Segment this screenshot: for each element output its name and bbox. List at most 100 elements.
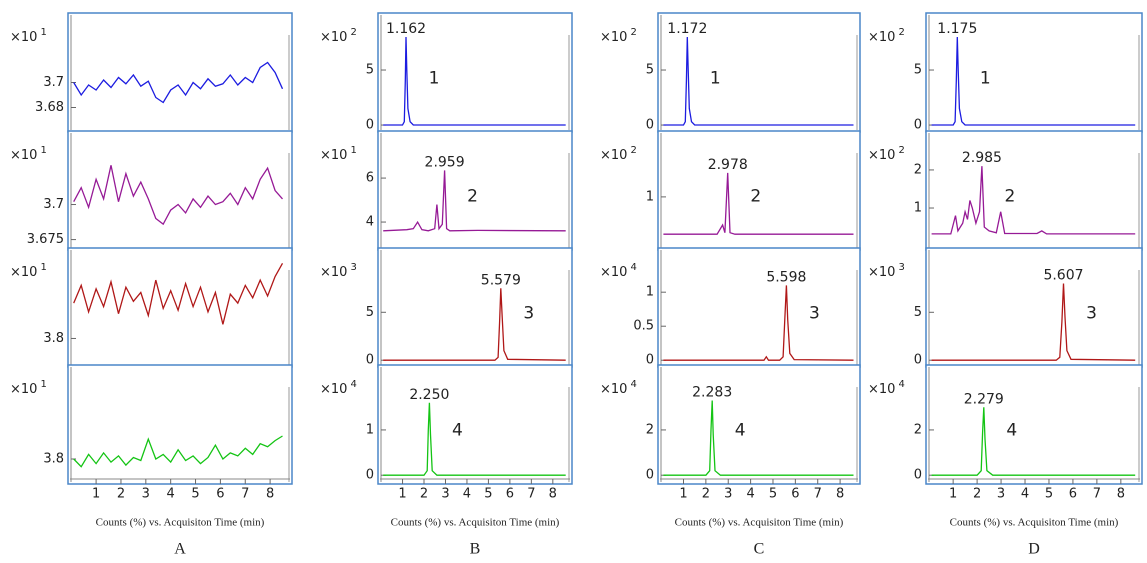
scale-label: ×10 2: [868, 145, 905, 163]
scale-label: ×10 4: [868, 379, 905, 397]
panel-frame: [67, 247, 293, 368]
scale-label: ×10 4: [600, 262, 637, 280]
x-axis-title: Counts (%) vs. Acquisiton Time (min): [675, 517, 844, 529]
scale-exponent: 4: [350, 379, 356, 390]
scale-base: ×10: [320, 382, 347, 397]
scale-label: ×10 1: [10, 262, 47, 280]
y-tick-label: 1: [914, 201, 922, 216]
panel-frame: [377, 12, 573, 133]
peak-time-label: 2.985: [962, 150, 1002, 166]
scale-base: ×10: [868, 265, 895, 280]
x-tick-label: 6: [506, 487, 514, 502]
panel-frame: [657, 12, 861, 133]
x-tick-label: 5: [484, 487, 492, 502]
y-tick-label: 3.7: [43, 197, 64, 212]
x-tick-label: 8: [836, 487, 844, 502]
scale-exponent: 2: [898, 145, 904, 156]
peak-time-label: 1.172: [667, 21, 707, 37]
x-tick-label: 8: [549, 487, 557, 502]
y-tick-label: 5: [646, 63, 654, 78]
scale-base: ×10: [10, 265, 37, 280]
peak-time-label: 2.279: [964, 391, 1004, 407]
x-tick-label: 4: [463, 487, 471, 502]
trace: [663, 285, 854, 361]
panel-frame: [67, 130, 293, 251]
peak-time-label: 1.175: [937, 21, 977, 37]
x-tick-label: 8: [266, 487, 274, 502]
peak-time-label: 2.978: [708, 157, 748, 173]
x-tick-label: 7: [241, 487, 249, 502]
scale-exponent: 1: [350, 145, 356, 156]
y-tick-label: 3.675: [27, 232, 64, 247]
scale-label: ×10 2: [868, 27, 905, 45]
trace: [931, 166, 1136, 235]
panel-frame: [925, 247, 1143, 368]
scale-label: ×10 2: [600, 27, 637, 45]
scale-label: ×10 1: [10, 145, 47, 163]
x-tick-label: 1: [949, 487, 957, 502]
scale-exponent: 2: [350, 27, 356, 38]
y-tick-label: 1: [646, 189, 654, 204]
peak-number: 4: [1006, 420, 1017, 440]
scale-exponent: 4: [898, 379, 904, 390]
peak-number: 2: [467, 186, 478, 206]
scale-base: ×10: [10, 148, 37, 163]
x-tick-label: 4: [746, 487, 754, 502]
scale-base: ×10: [600, 382, 627, 397]
panel-letter: B: [470, 541, 481, 558]
x-axis-title: Counts (%) vs. Acquisiton Time (min): [391, 517, 560, 529]
peak-time-label: 2.283: [692, 385, 732, 401]
trace: [383, 170, 566, 232]
trace: [663, 400, 854, 476]
scale-exponent: 2: [630, 145, 636, 156]
y-tick-label: 0: [366, 118, 374, 133]
scale-exponent: 1: [40, 262, 46, 273]
scale-label: ×10 3: [320, 262, 357, 280]
scale-label: ×10 3: [868, 262, 905, 280]
x-tick-label: 5: [191, 487, 199, 502]
x-tick-label: 6: [216, 487, 224, 502]
panel-frame: [925, 130, 1143, 251]
panel-frame: [67, 364, 293, 485]
panel-frame: [657, 247, 861, 368]
y-tick-label: 0: [646, 353, 654, 368]
trace: [931, 283, 1136, 361]
x-tick-label: 2: [117, 487, 125, 502]
x-axis-title: Counts (%) vs. Acquisiton Time (min): [96, 517, 265, 529]
scale-exponent: 1: [40, 27, 46, 38]
scale-exponent: 2: [630, 27, 636, 38]
scale-base: ×10: [600, 30, 627, 45]
panel-letter: A: [174, 541, 186, 558]
x-tick-label: 6: [791, 487, 799, 502]
scale-exponent: 1: [40, 145, 46, 156]
y-tick-label: 0: [914, 118, 922, 133]
scale-base: ×10: [868, 30, 895, 45]
y-tick-label: 0.5: [633, 319, 654, 334]
trace: [73, 435, 283, 468]
x-tick-label: 1: [679, 487, 687, 502]
scale-label: ×10 2: [600, 145, 637, 163]
scale-label: ×10 1: [320, 145, 357, 163]
y-tick-label: 1: [366, 422, 374, 437]
x-tick-label: 3: [142, 487, 150, 502]
x-tick-label: 2: [973, 487, 981, 502]
peak-number: 4: [735, 420, 746, 440]
trace: [663, 36, 854, 126]
trace: [383, 36, 566, 126]
scale-exponent: 4: [630, 379, 636, 390]
y-tick-label: 0: [646, 468, 654, 483]
peak-number: 2: [750, 186, 761, 206]
y-tick-label: 5: [914, 63, 922, 78]
x-tick-label: 2: [702, 487, 710, 502]
scale-base: ×10: [10, 30, 37, 45]
scale-exponent: 4: [630, 262, 636, 273]
x-tick-label: 1: [398, 487, 406, 502]
panel-letter: C: [754, 541, 765, 558]
peak-time-label: 5.607: [1043, 268, 1083, 284]
scale-label: ×10 4: [600, 379, 637, 397]
y-tick-label: 3.7: [43, 75, 64, 90]
scale-base: ×10: [868, 148, 895, 163]
x-tick-label: 2: [420, 487, 428, 502]
scale-base: ×10: [320, 265, 347, 280]
